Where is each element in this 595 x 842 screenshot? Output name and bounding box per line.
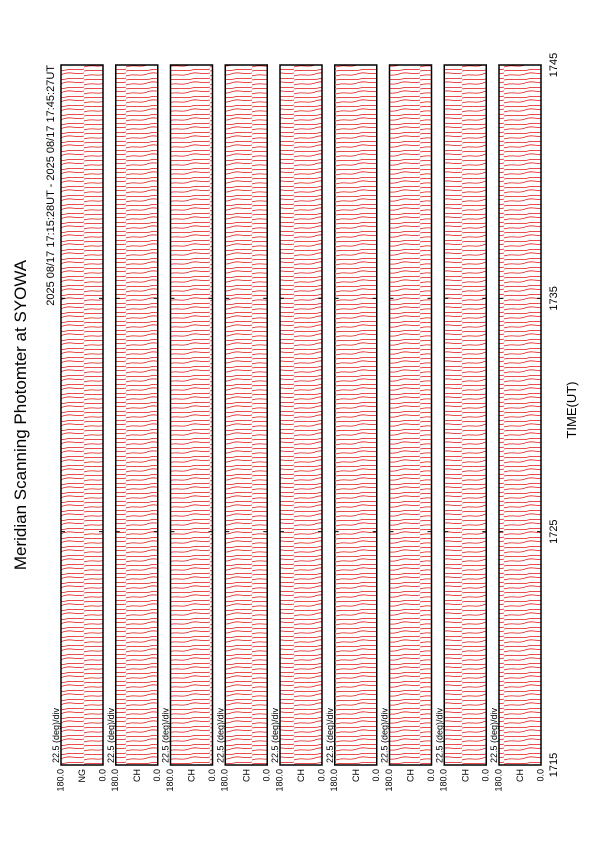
panel-scale: 22.5 (deg)/div xyxy=(270,707,280,763)
y-tick-label: 0.0 xyxy=(426,769,436,782)
x-axis-label: TIME(UT) xyxy=(564,381,579,438)
panel-traces xyxy=(499,65,541,765)
panel-scale: 22.5 (deg)/div xyxy=(380,707,390,763)
plot-area: Meridian Scanning Photomter at SYOWA 202… xyxy=(11,53,579,792)
panel-frame xyxy=(443,64,487,766)
panel-scale: 22.5 (deg)/div xyxy=(51,707,61,763)
panel-traces xyxy=(170,65,213,765)
panel-scale: 22.5 (deg)/div xyxy=(106,707,116,763)
subtitle: 2025 08/17 17:15:28UT - 2025 08/17 17:45… xyxy=(45,65,57,306)
panel-traces xyxy=(115,65,158,765)
y-tick-label: 180.0 xyxy=(329,769,339,792)
chart-title: Meridian Scanning Photomter at SYOWA xyxy=(11,259,30,570)
x-tick-label: 1745 xyxy=(548,53,560,77)
channel-label: CH xyxy=(296,769,306,782)
y-tick-label: 180.0 xyxy=(165,769,175,792)
x-tick-label: 1735 xyxy=(548,286,560,310)
y-tick-label: 0.0 xyxy=(152,769,162,782)
panel-frame xyxy=(115,64,159,766)
panel-traces xyxy=(444,65,487,765)
channel-label: NG xyxy=(77,769,87,783)
y-tick-label: 180.0 xyxy=(274,769,284,792)
panel-frame xyxy=(60,64,104,766)
y-tick-label: 180.0 xyxy=(110,769,120,792)
channel-label: CH xyxy=(406,769,416,782)
y-tick-label: 0.0 xyxy=(535,769,545,782)
channel-label: CH xyxy=(132,769,142,782)
channel-label: CH xyxy=(241,769,251,782)
panel-frame xyxy=(498,64,542,766)
y-tick-label: 0.0 xyxy=(97,769,107,782)
x-tick-label: 1725 xyxy=(548,519,560,543)
panel-frame xyxy=(388,64,433,766)
y-tick-label: 0.0 xyxy=(262,769,272,782)
panel-traces xyxy=(389,65,432,765)
y-tick-label: 180.0 xyxy=(493,769,503,792)
panel-scale: 22.5 (deg)/div xyxy=(161,707,171,763)
channel-label: CH xyxy=(460,769,470,782)
panel-traces xyxy=(61,65,103,765)
y-tick-label: 180.0 xyxy=(439,769,449,792)
y-tick-label: 0.0 xyxy=(316,769,326,782)
y-tick-label: 0.0 xyxy=(371,769,381,782)
panel-scale: 22.5 (deg)/div xyxy=(325,707,335,763)
panel-traces xyxy=(280,65,322,765)
channel-label: CH xyxy=(515,769,525,782)
x-tick-label: 1715 xyxy=(548,753,560,777)
panel-scale: 22.5 (deg)/div xyxy=(434,707,444,763)
y-tick-label: 180.0 xyxy=(55,769,65,792)
channel-label: CH xyxy=(187,769,197,782)
panel-frame xyxy=(224,64,268,766)
panel-scale: 22.5 (deg)/div xyxy=(215,707,225,763)
panel-scale: 22.5 (deg)/div xyxy=(489,707,499,763)
y-tick-label: 180.0 xyxy=(384,769,394,792)
panel-traces xyxy=(334,65,377,765)
y-tick-label: 180.0 xyxy=(220,769,230,792)
channel-label: CH xyxy=(351,769,361,782)
y-tick-label: 0.0 xyxy=(207,769,217,782)
panel-frame xyxy=(334,64,378,766)
y-tick-label: 0.0 xyxy=(481,769,491,782)
panel-traces xyxy=(225,65,268,765)
panel-frame xyxy=(169,64,214,766)
panel-frame xyxy=(279,64,323,766)
